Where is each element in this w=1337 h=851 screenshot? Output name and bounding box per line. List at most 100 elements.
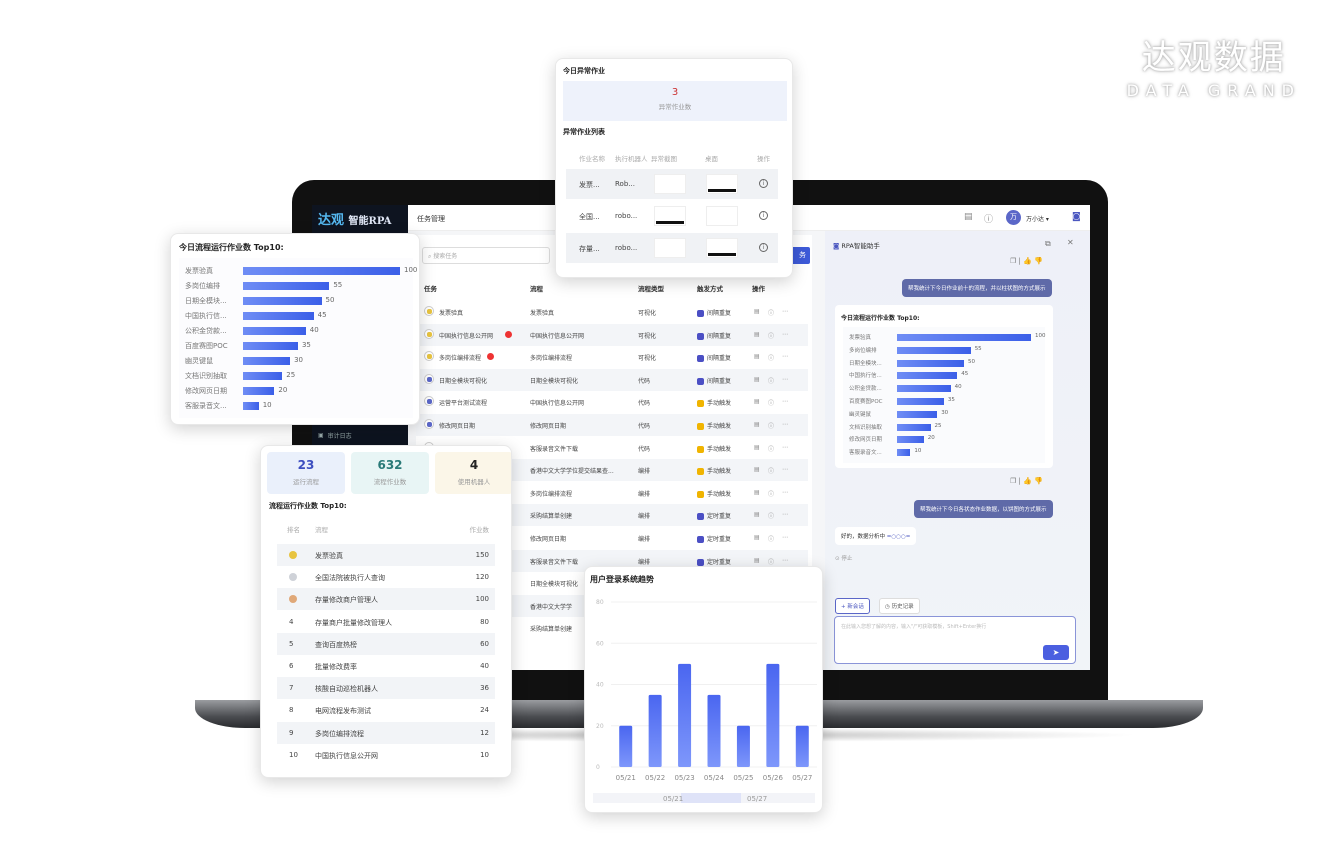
search-input[interactable]: ⌕ 搜索任务 — [422, 247, 550, 264]
more-icon[interactable]: ⋯ — [782, 308, 788, 315]
task-name[interactable]: 日期全模块可视化 — [439, 377, 488, 385]
log-icon[interactable]: ▤ — [754, 353, 760, 361]
bar — [897, 449, 911, 457]
user-menu[interactable]: 万小达 ▾ — [1026, 216, 1049, 223]
info-icon[interactable]: ⓘ — [768, 445, 775, 453]
table-row[interactable]: 中国执行信息公开网 中国执行信息公开网 可视化 间隔重复 ▤ ⓘ ⋯ — [416, 323, 808, 346]
info-icon[interactable]: i — [759, 211, 768, 220]
flow-name: 中国执行信息公开网 — [530, 332, 585, 340]
sidebar-item-audit-log[interactable]: ▣ 审计日志 — [318, 431, 352, 440]
log-icon[interactable]: ▤ — [754, 511, 760, 519]
x-tick-label: 05/22 — [645, 774, 665, 782]
more-icon[interactable]: ⋯ — [782, 421, 788, 428]
col-screenshot: 异常截图 — [651, 155, 677, 163]
log-icon[interactable]: ▤ — [754, 534, 760, 541]
table-row[interactable]: 运营平台测试流程 中国执行信息公开网 代码 手动触发 ▤ ⓘ ⋯ — [416, 391, 808, 413]
desktop-thumbnail[interactable] — [706, 174, 738, 194]
info-icon[interactable]: ⓘ — [768, 558, 775, 566]
info-icon[interactable]: ⓘ — [768, 513, 775, 521]
more-icon[interactable]: ⋯ — [782, 443, 788, 451]
more-icon[interactable]: ⋯ — [782, 330, 788, 338]
flow-type: 编排 — [638, 558, 651, 566]
table-row[interactable]: 日期全模块可视化 日期全模块可视化 代码 间隔重复 ▤ ⓘ ⋯ — [416, 368, 808, 391]
log-icon[interactable]: ▤ — [754, 488, 760, 496]
task-name[interactable]: 修改网页日期 — [439, 423, 476, 430]
bar-row: 百度赛图POC 35 — [185, 340, 411, 352]
robot-icon[interactable]: ◙ — [1072, 212, 1081, 222]
trigger-icon — [697, 310, 704, 317]
log-icon[interactable]: ▤ — [754, 330, 760, 338]
bar-value: 20 — [278, 386, 288, 394]
screenshot-thumbnail[interactable] — [654, 174, 686, 194]
more-icon[interactable]: ⋯ — [782, 534, 788, 541]
bar-row: 文档识别抽取 25 — [849, 422, 1045, 434]
rank-count: 60 — [480, 639, 489, 648]
flow-type-glyph — [427, 309, 432, 314]
send-button[interactable]: ➤ — [1043, 645, 1069, 660]
screenshot-thumbnail[interactable] — [654, 206, 686, 226]
more-icon[interactable]: ⋯ — [782, 556, 788, 564]
desktop-thumbnail[interactable] — [706, 206, 738, 226]
task-name[interactable]: 运营平台测试流程 — [439, 400, 488, 408]
log-icon[interactable]: ▤ — [754, 308, 760, 315]
help-icon[interactable]: ⓘ — [984, 215, 994, 225]
col-job-name: 作业名称 — [579, 155, 605, 163]
trigger-icon — [697, 490, 704, 498]
exception-row[interactable]: 存量... robo... i — [566, 233, 778, 263]
info-icon[interactable]: ⓘ — [768, 468, 775, 476]
info-icon[interactable]: ⓘ — [768, 332, 775, 340]
feedback-icons[interactable]: ❐ | 👍 👎 — [1010, 477, 1043, 485]
more-icon[interactable]: ⋯ — [782, 398, 788, 406]
task-name[interactable]: 发票验真 — [439, 310, 464, 317]
log-icon[interactable]: ▤ — [754, 466, 760, 474]
more-icon[interactable]: ⋯ — [782, 466, 788, 474]
bar — [243, 297, 322, 306]
feedback-icons[interactable]: ❐ | 👍 👎 — [1010, 257, 1043, 265]
screenshot-thumbnail[interactable] — [654, 238, 686, 258]
chat-input[interactable]: 在此输入您想了解的内容，输入"/"可获取模板，Shift+Enter换行 ➤ — [834, 616, 1076, 664]
rank-flow: 发票验真 — [315, 552, 343, 560]
flow-type-glyph — [427, 354, 432, 360]
zoom-slider-window[interactable] — [681, 793, 741, 803]
more-icon[interactable]: ⋯ — [782, 511, 788, 519]
task-name[interactable]: 多岗位编排流程 — [439, 355, 482, 363]
popout-icon[interactable]: ⧉ — [1045, 239, 1051, 248]
more-icon[interactable]: ⋯ — [782, 488, 788, 496]
log-icon[interactable]: ▤ — [754, 375, 760, 383]
rank-number: 10 — [289, 750, 298, 759]
doc-icon[interactable]: ▤ — [964, 212, 973, 222]
info-icon[interactable]: ⓘ — [768, 310, 775, 317]
log-icon[interactable]: ▤ — [754, 398, 760, 406]
info-icon[interactable]: i — [759, 243, 768, 252]
stat-box: 23 运行流程 — [267, 452, 345, 494]
info-icon[interactable]: ⓘ — [768, 355, 775, 363]
table-row[interactable]: 修改网页日期 修改网页日期 代码 手动触发 ▤ ⓘ ⋯ — [416, 414, 808, 436]
info-icon[interactable]: i — [759, 179, 768, 188]
more-icon[interactable]: ⋯ — [782, 353, 788, 361]
info-icon[interactable]: ⓘ — [768, 490, 775, 498]
close-icon[interactable]: ✕ — [1067, 238, 1074, 247]
rank-count: 36 — [480, 684, 489, 693]
history-button[interactable]: ◷ 历史记录 — [879, 598, 920, 614]
info-icon[interactable]: ⓘ — [768, 536, 775, 543]
table-row[interactable]: 发票验真 发票验真 可视化 间隔重复 ▤ ⓘ ⋯ — [416, 301, 808, 323]
rank-flow: 全国法院被执行人查询 — [315, 574, 385, 583]
exception-row[interactable]: 全国... robo... i — [566, 201, 778, 231]
table-row[interactable]: 多岗位编排流程 多岗位编排流程 可视化 间隔重复 ▤ ⓘ ⋯ — [416, 346, 808, 368]
stat-value: 632 — [377, 458, 403, 472]
bar-label: 百度赛图POC — [849, 399, 883, 405]
task-name[interactable]: 中国执行信息公开网 — [439, 332, 494, 340]
log-icon[interactable]: ▤ — [754, 443, 760, 451]
info-icon[interactable]: ⓘ — [768, 400, 775, 408]
new-session-button[interactable]: + 新会话 — [835, 598, 870, 614]
log-icon[interactable]: ▤ — [754, 556, 760, 564]
more-icon[interactable]: ⋯ — [782, 375, 788, 383]
info-icon[interactable]: ⓘ — [768, 377, 775, 385]
desktop-thumbnail[interactable] — [706, 238, 738, 258]
avatar[interactable]: 万 — [1006, 210, 1021, 225]
info-icon[interactable]: ⓘ — [768, 423, 775, 430]
exception-row[interactable]: 发票... Rob... i — [566, 169, 778, 199]
flow-name: 采购结算单创建 — [530, 626, 573, 634]
log-icon[interactable]: ▤ — [754, 421, 760, 428]
stop-button[interactable]: ⊙ 停止 — [835, 556, 853, 562]
